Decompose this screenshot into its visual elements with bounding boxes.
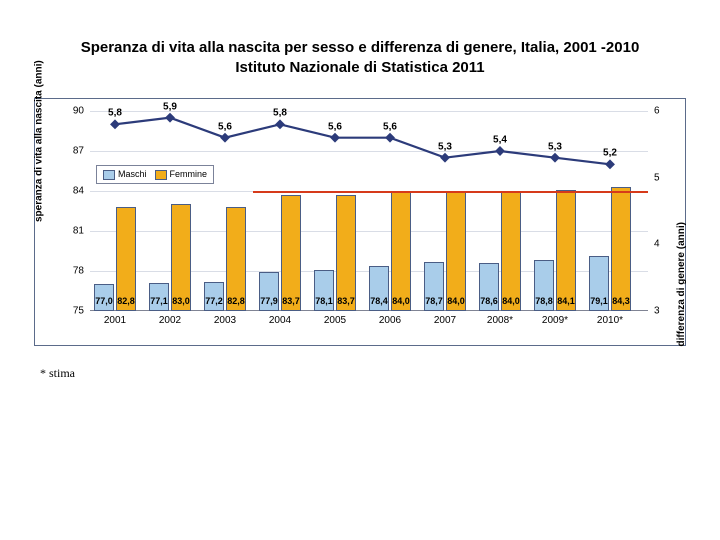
line-point-label: 5,2 bbox=[603, 148, 617, 159]
ytick-left: 87 bbox=[73, 146, 90, 157]
xtick: 2007 bbox=[434, 311, 456, 326]
line-point-label: 5,6 bbox=[328, 121, 342, 132]
footnote: * stima bbox=[40, 366, 75, 381]
xtick: 2008* bbox=[487, 311, 513, 326]
line-point-label: 5,8 bbox=[273, 108, 287, 119]
ytick-left: 84 bbox=[73, 186, 90, 197]
xtick: 2006 bbox=[379, 311, 401, 326]
ytick-left: 81 bbox=[73, 226, 90, 237]
ytick-left: 75 bbox=[73, 306, 90, 317]
line-point-label: 5,4 bbox=[493, 135, 507, 146]
xtick: 2003 bbox=[214, 311, 236, 326]
title-line2: Istituto Nazionale di Statistica 2011 bbox=[235, 59, 484, 76]
xtick: 2010* bbox=[597, 311, 623, 326]
xtick: 2004 bbox=[269, 311, 291, 326]
chart-title: Speranza di vita alla nascita per sesso … bbox=[0, 38, 720, 79]
line-series bbox=[90, 111, 648, 311]
ytick-left: 90 bbox=[73, 106, 90, 117]
line-point-label: 5,6 bbox=[218, 121, 232, 132]
xtick: 2002 bbox=[159, 311, 181, 326]
title-line1: Speranza di vita alla nascita per sesso … bbox=[81, 39, 640, 56]
legend-item: Maschi bbox=[103, 169, 147, 180]
xtick: 2005 bbox=[324, 311, 346, 326]
line-point-label: 5,3 bbox=[438, 141, 452, 152]
chart-frame: speranza di vita alla nascita (anni) dif… bbox=[34, 98, 686, 346]
line-point-label: 5,8 bbox=[108, 108, 122, 119]
y-axis-left-label: speranza di vita alla nascita (anni) bbox=[34, 60, 45, 222]
ytick-right: 6 bbox=[648, 106, 660, 117]
ytick-right: 3 bbox=[648, 306, 660, 317]
legend-item: Femmine bbox=[155, 169, 208, 180]
line-point-label: 5,9 bbox=[163, 101, 177, 112]
line-point-label: 5,6 bbox=[383, 121, 397, 132]
legend: Maschi Femmine bbox=[96, 165, 214, 184]
line-point-label: 5,3 bbox=[548, 141, 562, 152]
page: Speranza di vita alla nascita per sesso … bbox=[0, 0, 720, 540]
plot-area: 757881848790345677,082,8200177,183,02002… bbox=[90, 111, 648, 311]
ytick-left: 78 bbox=[73, 266, 90, 277]
xtick: 2001 bbox=[104, 311, 126, 326]
y-axis-right-label: differenza di genere (anni) bbox=[676, 222, 687, 346]
xtick: 2009* bbox=[542, 311, 568, 326]
ytick-right: 4 bbox=[648, 239, 660, 250]
ytick-right: 5 bbox=[648, 172, 660, 183]
